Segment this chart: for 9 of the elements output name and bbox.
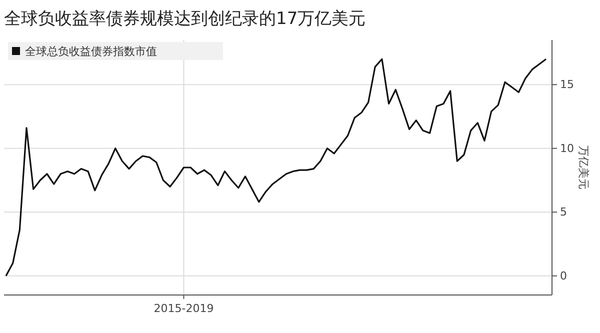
- y-tick-label: 5: [560, 206, 567, 219]
- y-axis-title: 万亿美元: [577, 146, 590, 190]
- y-tick-label: 10: [560, 142, 574, 155]
- y-tick-label: 15: [560, 78, 574, 92]
- legend: 全球总负收益债券指数市值: [8, 42, 223, 60]
- chart-title: 全球负收益率债券规模达到创纪录的17万亿美元: [4, 9, 366, 29]
- x-tick-label: 2015-2019: [154, 302, 214, 315]
- legend-label: 全球总负收益债券指数市值: [25, 45, 157, 58]
- y-tick-label: 0: [560, 269, 567, 282]
